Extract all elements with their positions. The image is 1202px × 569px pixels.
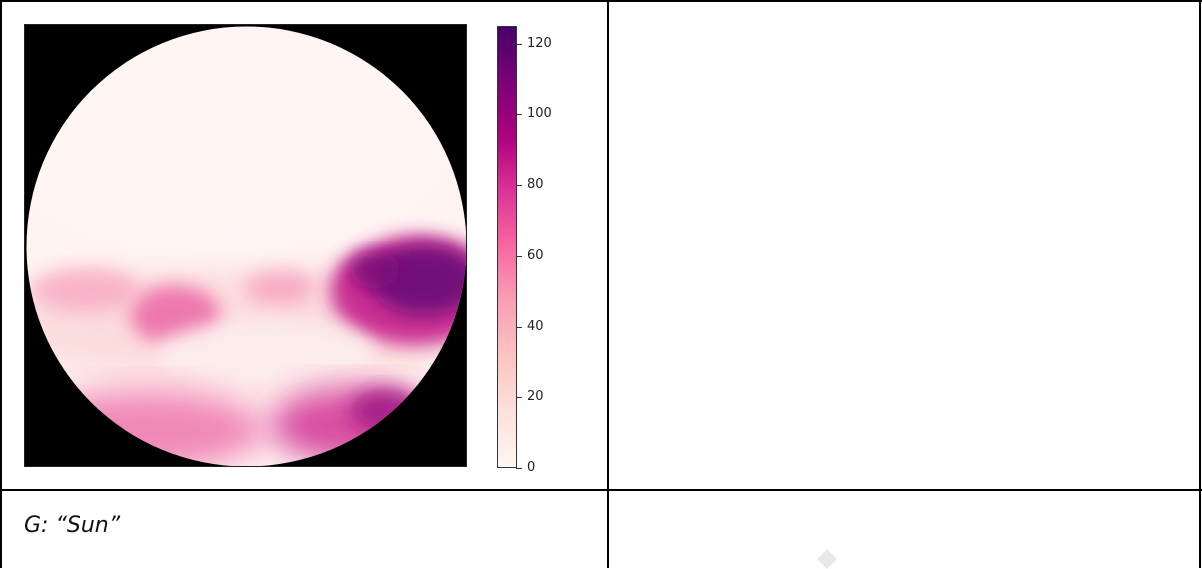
table-row-divider <box>0 489 1202 491</box>
heatmap-plot <box>24 24 467 467</box>
colorbar-tick <box>516 114 522 115</box>
figure-caption: G: “Sun” <box>24 513 121 538</box>
colorbar-tick <box>516 44 522 45</box>
colorbar <box>497 26 517 468</box>
colorbar-tick-label: 20 <box>527 389 544 404</box>
colorbar-tick-label: 40 <box>527 319 544 334</box>
colorbar-tick <box>516 185 522 186</box>
heatmap-image <box>26 26 466 466</box>
colorbar-tick <box>516 397 522 398</box>
colorbar-tick-label: 80 <box>527 177 544 192</box>
colorbar-tick-label: 60 <box>527 248 544 263</box>
table-border-top <box>0 0 1202 2</box>
colorbar-tick <box>516 256 522 257</box>
colorbar-tick <box>516 327 522 328</box>
table-border-right <box>1199 0 1201 568</box>
table-border-left <box>0 0 2 568</box>
heatmap-disc <box>26 26 466 466</box>
colorbar-tick-label: 0 <box>527 460 536 475</box>
colorbar-tick-label: 100 <box>527 106 552 121</box>
table-column-divider <box>607 0 609 568</box>
colorbar-tick-label: 120 <box>527 36 552 51</box>
colorbar-tick <box>516 468 522 469</box>
watermark-diamond <box>817 549 837 569</box>
